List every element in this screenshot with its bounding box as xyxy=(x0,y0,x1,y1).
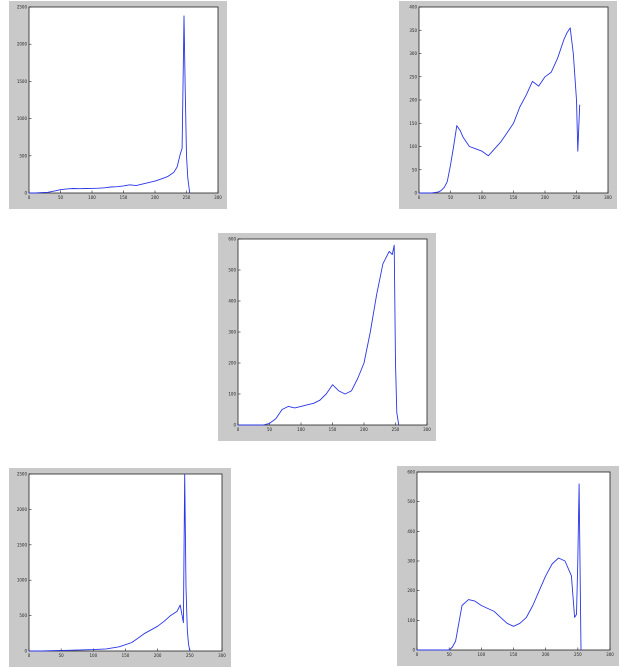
x-tick-label: 150 xyxy=(510,652,518,657)
plot-area xyxy=(418,6,609,194)
x-tick-label: 200 xyxy=(154,653,162,658)
x-tick-label: 50 xyxy=(58,195,64,200)
x-tick-label: 150 xyxy=(122,653,130,658)
x-tick-label: 0 xyxy=(237,427,240,432)
y-tick-label: 400 xyxy=(228,299,236,304)
y-tick-label: 500 xyxy=(19,613,27,618)
x-tick-label: 100 xyxy=(88,195,96,200)
y-tick-label: 500 xyxy=(228,268,236,273)
histogram-series-line xyxy=(29,15,191,194)
y-tick-label: 500 xyxy=(19,153,27,158)
x-tick-label: 250 xyxy=(186,653,194,658)
y-tick-label: 350 xyxy=(409,28,417,33)
histogram-chart-5: 0 50 100 150 200 250 300 0 100 200 300 400 500 600 xyxy=(397,466,619,666)
x-tick-label: 200 xyxy=(541,195,549,200)
x-tick-label: 0 xyxy=(28,195,31,200)
y-tick-label: 300 xyxy=(228,330,236,335)
y-tick-label: 2000 xyxy=(17,507,28,512)
x-tick-label: 250 xyxy=(183,195,191,200)
y-tick-label: 0 xyxy=(24,191,27,196)
histogram-chart-2: 0 50 100 150 200 250 300 0 50 100 150 200 250 300 350 4… xyxy=(399,1,617,209)
plot-area xyxy=(28,473,223,652)
plot-area xyxy=(237,238,428,426)
y-tick-label: 2500 xyxy=(17,472,28,477)
histogram-series-line xyxy=(238,244,400,426)
x-tick-label: 100 xyxy=(90,653,98,658)
x-tick-label: 300 xyxy=(423,427,431,432)
y-tick-label: 300 xyxy=(409,51,417,56)
chart-4-svg: 0 50 100 150 200 250 300 0 500 1000 1500 2000 2500 xyxy=(17,472,226,659)
histogram-series-line xyxy=(29,473,191,652)
y-tick-label: 200 xyxy=(409,98,417,103)
x-tick-label: 300 xyxy=(214,195,222,200)
x-tick-label: 100 xyxy=(478,195,486,200)
x-tick-label: 0 xyxy=(28,653,31,658)
x-tick-label: 0 xyxy=(416,652,419,657)
y-tick-label: 150 xyxy=(409,121,417,126)
y-tick-label: 1500 xyxy=(17,79,28,84)
x-tick-label: 300 xyxy=(604,195,612,200)
y-tick-label: 0 xyxy=(412,648,415,653)
x-tick-label: 200 xyxy=(542,652,550,657)
x-tick-label: 50 xyxy=(448,195,454,200)
x-tick-label: 250 xyxy=(392,427,400,432)
chart-1-svg: 0 50 100 150 200 250 300 0 500 1000 1500 2000 2500 xyxy=(17,5,222,201)
y-tick-label: 600 xyxy=(228,237,236,242)
x-tick-label: 100 xyxy=(297,427,305,432)
x-tick-label: 50 xyxy=(267,427,273,432)
y-tick-label: 2000 xyxy=(17,42,28,47)
y-tick-label: 250 xyxy=(409,74,417,79)
y-tick-label: 50 xyxy=(412,167,418,172)
y-tick-label: 100 xyxy=(409,144,417,149)
x-tick-label: 150 xyxy=(510,195,518,200)
y-tick-label: 600 xyxy=(407,470,415,475)
y-tick-label: 400 xyxy=(407,529,415,534)
x-tick-label: 200 xyxy=(151,195,159,200)
y-tick-label: 2500 xyxy=(17,5,28,10)
y-tick-label: 100 xyxy=(407,618,415,623)
chart-2-svg: 0 50 100 150 200 250 300 0 50 100 150 200 250 300 350 4… xyxy=(409,5,612,201)
histogram-chart-3: 0 50 100 150 200 250 300 0 100 200 300 400 500 600 xyxy=(218,233,436,441)
y-tick-label: 0 xyxy=(24,649,27,654)
x-tick-label: 200 xyxy=(360,427,368,432)
y-tick-label: 500 xyxy=(407,499,415,504)
y-tick-label: 0 xyxy=(233,423,236,428)
histogram-series-line xyxy=(419,27,581,194)
y-tick-label: 1500 xyxy=(17,542,28,547)
y-tick-label: 200 xyxy=(228,361,236,366)
y-tick-label: 100 xyxy=(228,392,236,397)
x-tick-label: 50 xyxy=(447,652,453,657)
x-tick-label: 250 xyxy=(573,195,581,200)
x-tick-label: 250 xyxy=(574,652,582,657)
x-tick-label: 150 xyxy=(120,195,128,200)
y-tick-label: 0 xyxy=(414,191,417,196)
x-tick-label: 300 xyxy=(218,653,226,658)
histogram-series-line xyxy=(417,483,582,651)
y-tick-label: 1000 xyxy=(17,578,28,583)
y-tick-label: 300 xyxy=(407,559,415,564)
x-tick-label: 300 xyxy=(606,652,614,657)
x-tick-label: 50 xyxy=(59,653,65,658)
x-tick-label: 150 xyxy=(329,427,337,432)
y-tick-label: 400 xyxy=(409,5,417,10)
x-tick-label: 0 xyxy=(418,195,421,200)
x-tick-label: 100 xyxy=(478,652,486,657)
chart-5-svg: 0 50 100 150 200 250 300 0 100 200 300 400 500 600 xyxy=(407,470,614,658)
histogram-chart-4: 0 50 100 150 200 250 300 0 500 1000 1500 2000 2500 xyxy=(9,468,231,667)
y-tick-label: 1000 xyxy=(17,116,28,121)
chart-3-svg: 0 50 100 150 200 250 300 0 100 200 300 400 500 600 xyxy=(228,237,431,433)
y-tick-label: 200 xyxy=(407,588,415,593)
plot-area xyxy=(28,6,219,194)
histogram-chart-1: 0 50 100 150 200 250 300 0 500 1000 1500 2000 2500 xyxy=(9,1,227,209)
